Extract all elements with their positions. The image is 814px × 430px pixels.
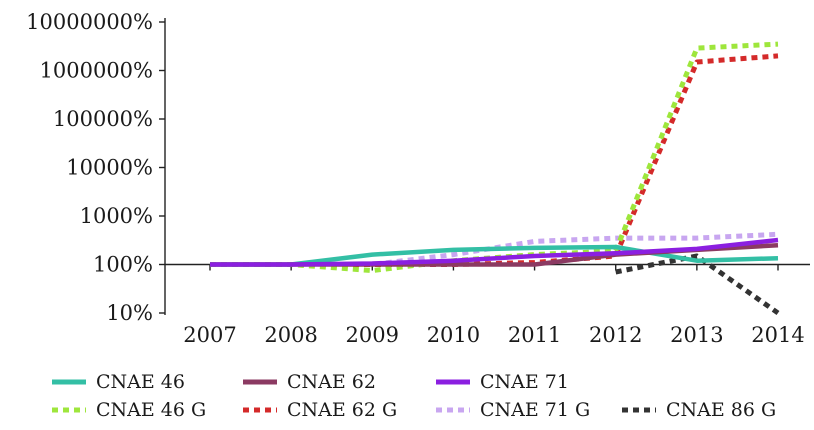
x-axis: 2007 2008 2009 2010 2011 2012 2013 2014 [165,263,810,347]
x-tick-label: 2007 [183,323,236,347]
legend-label: CNAE 62 [287,371,376,393]
y-tick-label: 10000% [66,156,153,180]
x-tick-label: 2008 [264,323,317,347]
legend-label: CNAE 46 [96,371,185,393]
legend-label: CNAE 62 G [287,399,397,421]
x-tick-label: 2011 [508,323,561,347]
y-tick-label: 100% [93,253,153,277]
y-tick-label: 10% [106,301,153,325]
series-line-cnae-62-g [210,53,779,267]
y-tick-label: 1000% [80,204,153,228]
x-tick-label: 2013 [670,323,723,347]
legend: CNAE 46 CNAE 62 CNAE 71 CNAE 46 G CNAE 62 G C… [52,371,776,421]
series-line-cnae-46-g [210,41,779,274]
x-tick-label: 2009 [346,323,399,347]
legend-label: CNAE 71 [480,371,569,393]
x-tick-label: 2012 [589,323,642,347]
series-line-cnae-71 [210,237,779,267]
series-line-cnae-71-g [210,231,779,267]
x-tick-label: 2014 [751,323,804,347]
legend-label: CNAE 46 G [96,399,206,421]
legend-label: CNAE 86 G [666,399,776,421]
series-layer [209,41,780,316]
x-tick-label: 2010 [427,323,480,347]
legend-label: CNAE 71 G [480,399,590,421]
y-tick-label: 1000000% [40,59,153,83]
y-tick-label: 100000% [53,107,153,131]
y-axis: 10% 100% 1000% 10000% 100000% 1000000% 1000000… [26,10,166,325]
y-tick-label: 10000000% [26,10,153,34]
